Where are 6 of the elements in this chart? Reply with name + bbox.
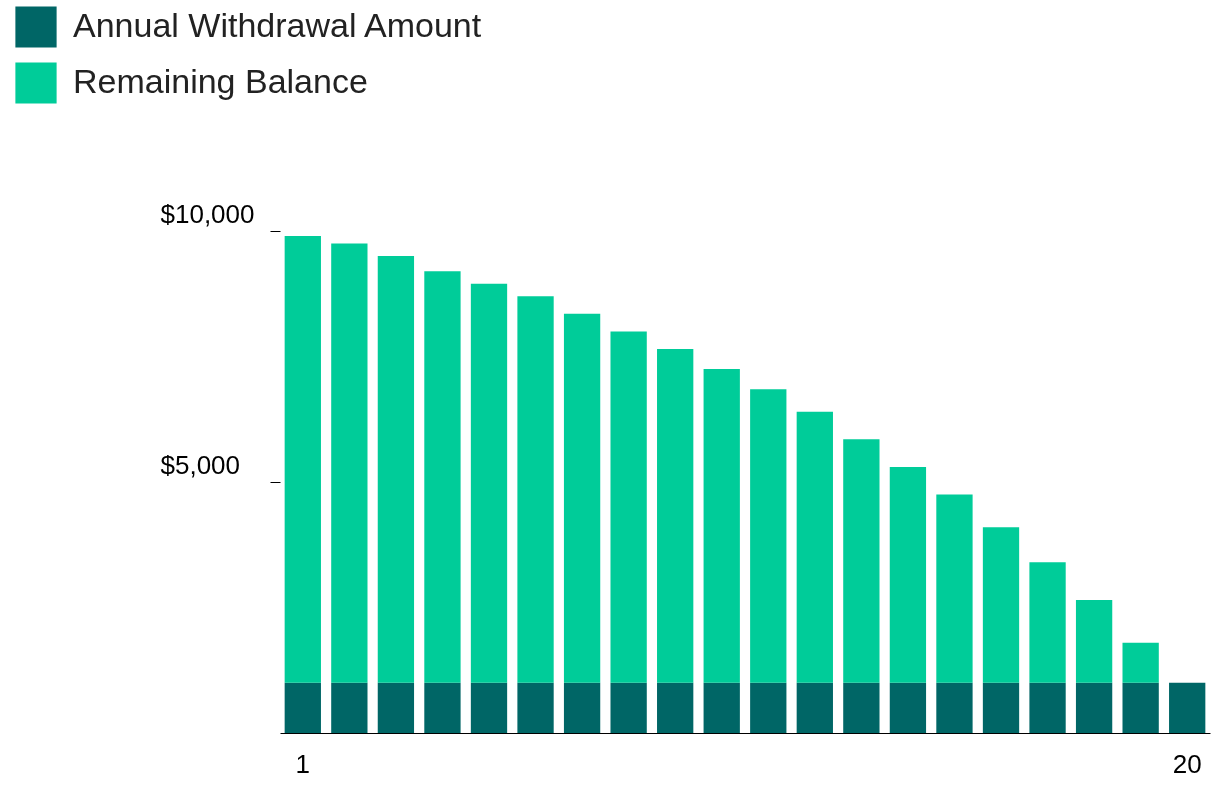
y-tick-label: $10,000: [160, 198, 255, 229]
legend-label: Remaining Balance: [73, 62, 368, 100]
x-tick-label: 1: [295, 748, 311, 779]
y-tick-label: $5,000: [160, 449, 241, 480]
legend-label: Annual Withdrawal Amount: [73, 6, 482, 44]
x-tick-label: 20: [1172, 748, 1202, 779]
